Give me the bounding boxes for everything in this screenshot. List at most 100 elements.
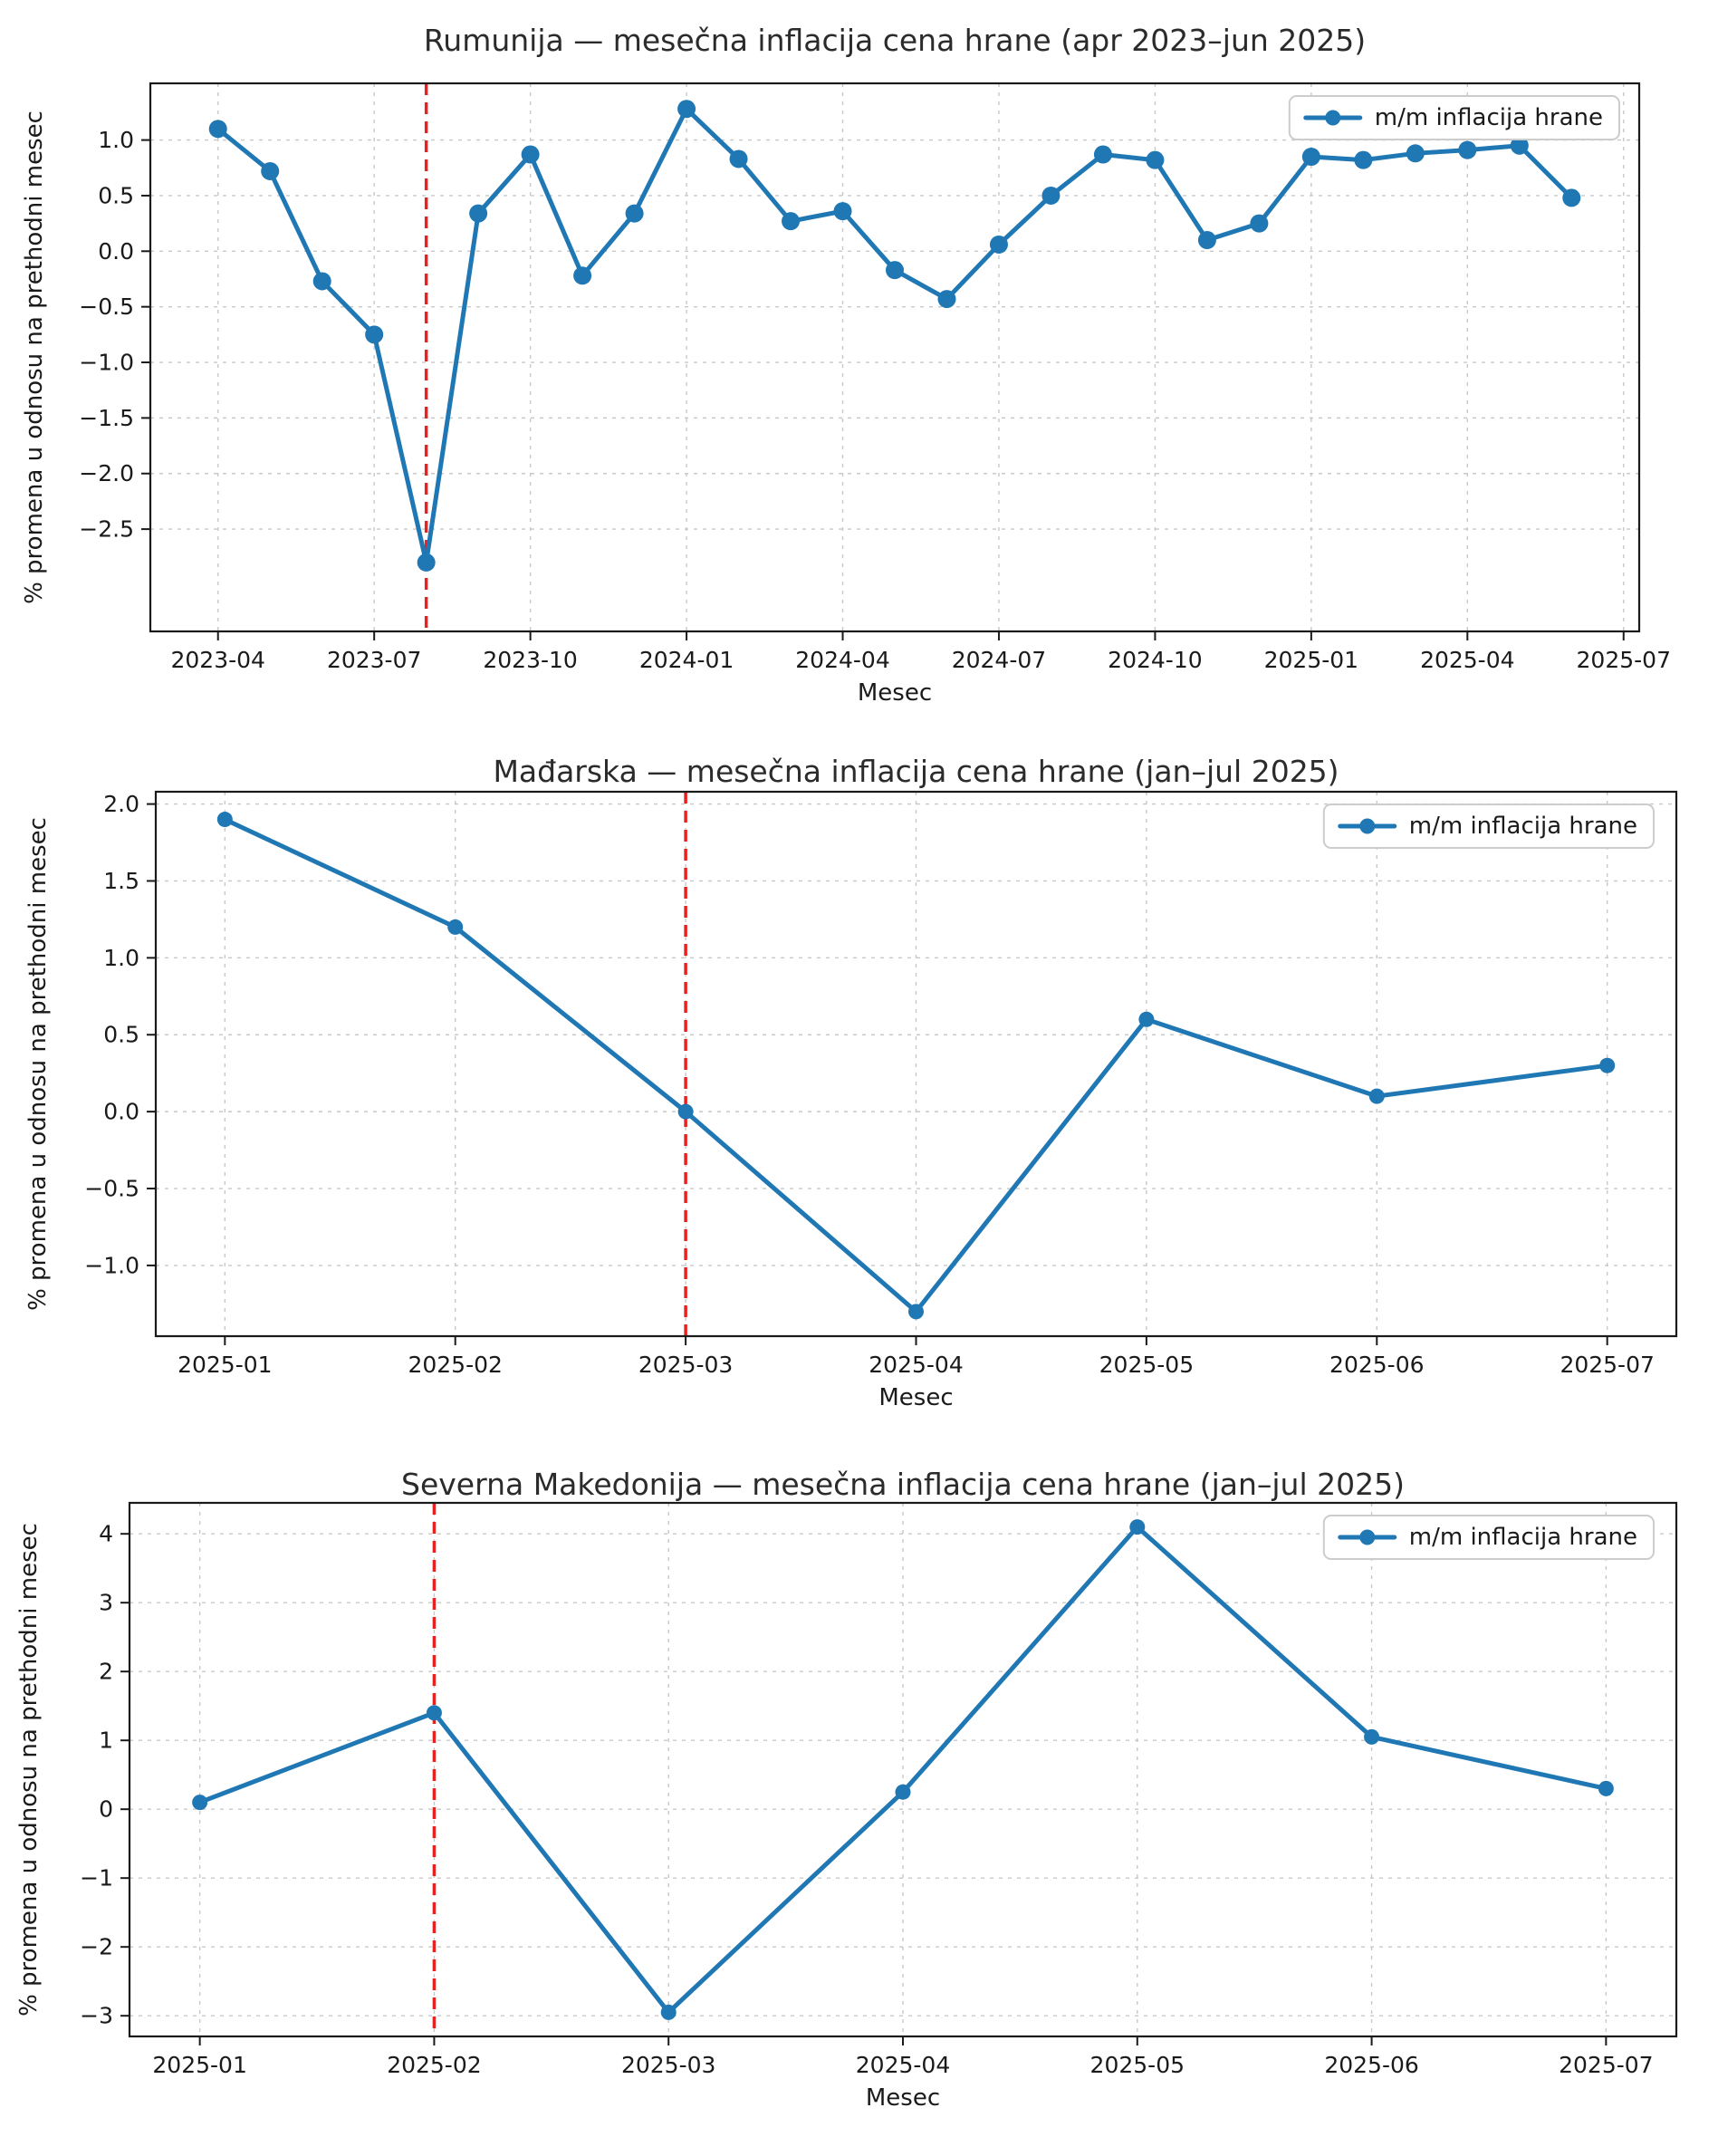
y-tick-label: 4 [99,1521,113,1547]
x-tick-label: 2023-07 [327,647,421,673]
data-points [208,100,1581,572]
axis-ticks: 2025-01 2025-02 2025-03 2025-04 2025-05 2025-… [84,791,1655,1378]
x-tick-label: 2025-04 [856,2052,950,2078]
y-tick-label: −1 [80,1865,113,1891]
legend-label: m/m inflacija hrane [1375,104,1603,131]
y-tick-label: 1.0 [98,127,134,153]
x-tick-label: 2025-01 [1264,647,1358,673]
chart-title: Rumunija — mesečna inflacija cena hrane … [424,23,1366,58]
plot-border [149,82,1641,633]
data-point [573,266,592,285]
data-point [625,204,644,223]
data-point [417,553,436,572]
data-point [1364,1728,1380,1745]
y-tick-label: 3 [99,1590,113,1616]
gridlines [130,1503,1676,2036]
x-tick-label: 2023-04 [170,647,264,673]
gridlines [156,792,1676,1336]
legend-marker [1359,818,1376,834]
data-point [1197,231,1216,250]
legend: m/m inflacija hrane [1322,1515,1655,1560]
data-point [447,919,464,935]
data-point [521,145,540,164]
x-axis-label: Mesec [858,679,932,707]
y-tick-label: −2 [80,1934,113,1960]
axis-ticks: 2025-01 2025-02 2025-03 2025-04 2025-05 2025-… [80,1521,1653,2078]
data-point [1510,136,1529,155]
data-point [677,100,696,119]
chart-severna-makedonija-svg: Severna Makedonija — mesečna inflacija c… [15,1467,1678,2112]
y-tick-label: 0 [99,1796,113,1823]
y-axis-label: % promena u odnosu na prethodni mesec [24,817,52,1311]
series-line [216,106,1574,565]
data-point [1368,1088,1385,1104]
y-tick-label: −0.5 [84,1176,139,1202]
data-point [312,272,331,291]
data-point [1562,188,1581,207]
data-point [1041,186,1061,205]
y-tick-label: −1.5 [79,405,134,431]
y-tick-label: 1.5 [103,868,139,894]
legend-marker [1359,1529,1376,1545]
y-tick-label: 0.5 [98,182,134,208]
data-point [1093,145,1112,164]
y-tick-label: 2.0 [103,791,139,817]
data-point [261,161,280,180]
data-point [1138,1011,1155,1027]
chart-rumunija-svg: Rumunija — mesečna inflacija cena hrane … [21,23,1671,707]
legend-label: m/m inflacija hrane [1409,813,1637,840]
data-point [1146,150,1165,169]
x-tick-label: 2025-07 [1577,647,1671,673]
y-tick-label: −3 [80,2003,113,2029]
gridlines [150,83,1639,631]
data-point [1301,147,1320,166]
y-tick-label: −0.5 [79,294,134,320]
x-tick-label: 2025-05 [1090,2052,1185,2078]
data-point [1250,214,1269,233]
data-point [782,212,801,231]
x-tick-label: 2025-02 [408,1352,502,1378]
x-tick-label: 2024-10 [1108,647,1202,673]
legend-box [1322,1515,1655,1560]
x-tick-label: 2025-04 [869,1352,963,1378]
data-point [886,261,904,280]
y-axis-label: % promena u odnosu na prethodni mesec [15,1523,43,2016]
data-point [833,202,852,221]
data-point [192,1795,208,1811]
x-tick-label: 2025-05 [1099,1352,1194,1378]
data-point [677,1103,694,1120]
y-tick-label: −1.0 [79,350,134,376]
data-point [216,812,233,828]
y-tick-label: −2.0 [79,460,134,486]
data-point [1599,1057,1616,1073]
data-point [1458,140,1477,159]
x-tick-label: 2025-06 [1329,1352,1424,1378]
y-tick-label: −1.0 [84,1252,139,1278]
x-tick-label: 2025-07 [1560,1352,1654,1378]
x-tick-label: 2025-03 [621,2052,715,2078]
plot-area: 2023-04 2023-07 2023-10 2024-01 2024-04 2024-… [79,82,1671,673]
data-point [365,325,384,344]
y-tick-label: 1 [99,1728,113,1754]
x-tick-label: 2025-07 [1559,2052,1653,2078]
x-axis-label: Mesec [866,2084,940,2112]
x-tick-label: 2025-01 [178,1352,272,1378]
legend-label: m/m inflacija hrane [1409,1524,1637,1551]
chart-title: Mađarska — mesečna inflacija cena hrane … [493,754,1339,789]
axis-ticks: 2023-04 2023-07 2023-10 2024-01 2024-04 2024-… [79,127,1671,673]
data-points [192,1519,1614,2020]
data-point [1129,1519,1146,1535]
data-point [937,290,956,309]
data-point [1406,144,1425,163]
chart-severna-makedonija: Severna Makedonija — mesečna inflacija c… [0,1437,1718,2155]
data-point [1598,1780,1614,1796]
x-tick-label: 2025-01 [152,2052,246,2078]
plot-area: 2025-01 2025-02 2025-03 2025-04 2025-05 2025-… [80,1501,1678,2078]
legend-box [1322,804,1655,849]
data-point [1354,150,1373,169]
data-point [426,1705,442,1721]
x-tick-label: 2025-03 [638,1352,733,1378]
data-point [729,149,748,168]
chart-title: Severna Makedonija — mesečna inflacija c… [401,1467,1405,1502]
x-tick-label: 2025-06 [1324,2052,1418,2078]
